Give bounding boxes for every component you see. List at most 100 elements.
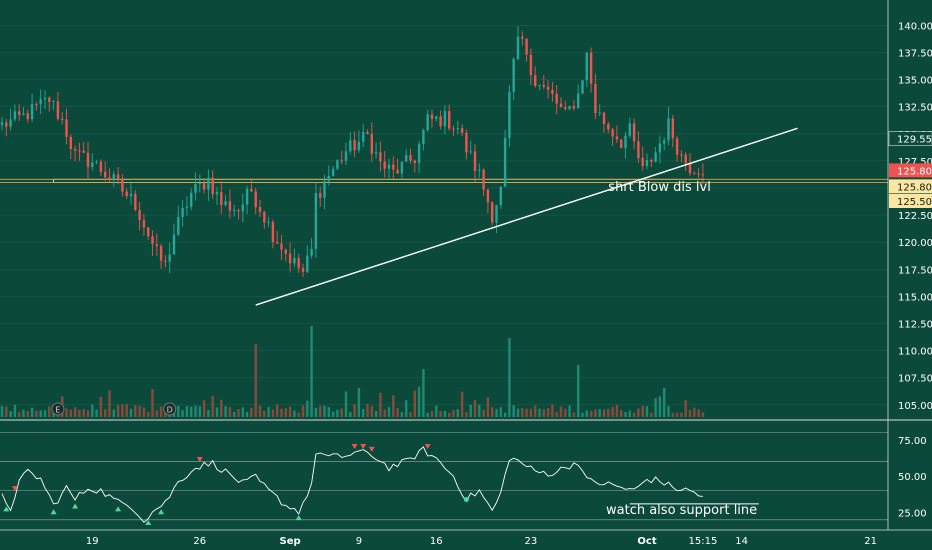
volume-bar	[675, 412, 679, 417]
candle-body	[413, 160, 416, 163]
volume-bar	[538, 408, 541, 417]
candle-body	[190, 192, 193, 207]
candle-body	[349, 140, 352, 152]
volume-bar	[465, 412, 468, 417]
price-badge	[889, 193, 932, 208]
candle-body	[202, 182, 206, 190]
candle-body	[564, 107, 567, 110]
volume-bar	[194, 405, 197, 417]
volume-bar	[22, 409, 25, 417]
price-axis-tick: 105.00	[898, 401, 932, 412]
candle-body	[542, 85, 545, 87]
price-badge	[889, 163, 932, 178]
volume-bar	[671, 412, 674, 417]
time-axis-tick: 26	[193, 536, 206, 547]
candle-body	[35, 103, 38, 105]
volume-bar	[564, 408, 567, 417]
volume-bar	[306, 400, 309, 417]
candle-body	[572, 106, 576, 109]
candle-body	[271, 221, 275, 243]
volume-bar	[202, 400, 206, 417]
volume-bar	[491, 407, 494, 417]
candle-body	[465, 132, 468, 153]
rsi-line	[1, 446, 703, 523]
volume-bar	[572, 412, 576, 417]
volume-bar	[177, 405, 180, 417]
candle-body	[177, 217, 180, 235]
candle-body	[452, 128, 455, 130]
candle-body	[529, 54, 533, 76]
volume-bar	[615, 404, 619, 417]
volume-bar	[663, 388, 666, 417]
volume-bar	[9, 411, 12, 417]
volume-bar	[452, 410, 455, 417]
event-marker-e	[51, 402, 65, 416]
buy-signal-marker	[295, 515, 302, 521]
volume-bar	[448, 412, 451, 417]
volume-bar	[598, 409, 601, 417]
candle-body	[86, 152, 90, 168]
volume-bar	[667, 405, 670, 417]
candle-body	[663, 140, 666, 144]
volume-bar	[344, 391, 348, 417]
price-badge	[888, 131, 932, 146]
candle-body	[185, 206, 189, 208]
price-axis-tick: 117.50	[898, 265, 932, 276]
candle-body	[362, 131, 365, 142]
price-badge-label: 125.80	[897, 182, 932, 193]
candle-body	[215, 191, 219, 195]
volume-bar	[0, 406, 4, 417]
volume-bar	[521, 408, 524, 417]
candle-body	[108, 177, 111, 180]
time-axis-tick: 14	[735, 536, 748, 547]
candle-body	[331, 168, 335, 176]
volume-bar	[112, 409, 115, 417]
volume-bar	[568, 405, 571, 417]
candle-body	[301, 268, 305, 272]
volume-bar	[456, 409, 459, 417]
candle-body	[112, 174, 115, 180]
volume-bar	[577, 365, 580, 417]
volume-bar	[138, 405, 141, 417]
candle-body	[5, 122, 8, 127]
candle-body	[220, 191, 223, 205]
volume-bar	[95, 409, 98, 417]
volume-bar	[422, 369, 425, 417]
volume-bar	[585, 410, 588, 417]
time-axis-tick: Sep	[280, 536, 301, 547]
volume-bar	[383, 409, 386, 417]
volume-bar	[555, 411, 558, 417]
candle-body	[121, 179, 124, 192]
candle-body	[697, 173, 700, 175]
volume-bar	[525, 408, 528, 417]
candle-body	[473, 151, 477, 171]
volume-bar	[516, 408, 520, 417]
candle-body	[443, 111, 447, 127]
volume-bar	[396, 407, 399, 417]
volume-bar	[473, 400, 477, 417]
candle-body	[430, 114, 434, 119]
volume-bar	[551, 404, 554, 417]
volume-bar	[73, 407, 77, 417]
volume-bar	[91, 404, 94, 417]
volume-bar	[172, 410, 176, 417]
volume-bar	[35, 410, 38, 417]
volume-bar	[331, 411, 335, 417]
candle-body	[224, 201, 227, 205]
candle-body	[628, 123, 631, 136]
volume-bar	[86, 410, 90, 417]
volume-bar	[220, 399, 223, 417]
volume-bar	[263, 410, 266, 417]
volume-bar	[443, 410, 447, 417]
candle-body	[460, 128, 464, 133]
price-badge	[889, 179, 932, 194]
volume-bar	[211, 395, 214, 417]
candle-body	[568, 106, 571, 110]
price-axis-tick: 120.00	[898, 238, 932, 249]
candle-body	[22, 113, 25, 116]
price-axis-tick: 122.50	[898, 211, 932, 222]
candle-body	[439, 116, 442, 127]
volume-bar	[233, 411, 236, 417]
volume-bar	[18, 412, 21, 417]
